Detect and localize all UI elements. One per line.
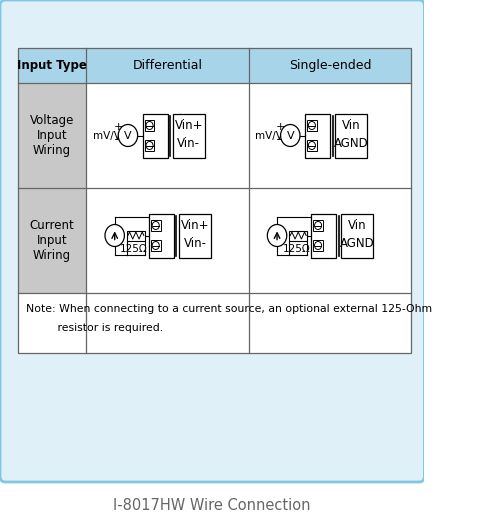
Text: 125Ω: 125Ω [282,243,310,254]
Bar [143,113,168,158]
Text: −: − [276,136,285,146]
Text: Vin+: Vin+ [174,119,203,132]
Bar [248,83,410,188]
Text: mV/V: mV/V [254,130,282,140]
Bar [18,188,86,293]
Circle shape [152,221,159,230]
Text: Vin: Vin [348,219,366,232]
Text: V: V [286,131,293,141]
Bar [311,213,336,257]
Bar [86,188,248,293]
Circle shape [118,125,137,147]
Circle shape [314,242,321,250]
Text: 125Ω: 125Ω [120,243,148,254]
Text: +: + [113,123,123,133]
Bar [144,140,154,151]
Text: Vin: Vin [341,119,360,132]
Bar [18,48,410,83]
Text: I-8017HW Wire Connection: I-8017HW Wire Connection [113,497,310,513]
Text: Vin-: Vin- [177,137,200,150]
Bar [306,140,316,151]
Circle shape [280,125,300,147]
Text: V: V [124,131,132,141]
Bar [179,213,210,257]
Circle shape [267,224,286,246]
Bar [151,240,160,251]
Bar [151,220,160,231]
Bar [289,231,306,241]
Bar [149,213,173,257]
Bar [312,220,322,231]
Circle shape [314,221,321,230]
Text: AGND: AGND [339,237,374,250]
Text: AGND: AGND [333,137,368,150]
Text: Input Type: Input Type [17,59,87,72]
Circle shape [146,122,153,129]
Text: resistor is required.: resistor is required. [26,323,163,333]
Bar [305,113,329,158]
Text: Vin-: Vin- [183,237,206,250]
Bar [18,293,410,353]
Text: Single-ended: Single-ended [288,59,371,72]
Text: Voltage
Input
Wiring: Voltage Input Wiring [30,114,74,157]
Bar [86,83,248,188]
Circle shape [146,141,153,149]
Text: −: − [113,136,123,146]
FancyBboxPatch shape [0,0,423,482]
Circle shape [308,141,315,149]
Text: Vin+: Vin+ [180,219,209,232]
Bar [248,188,410,293]
Bar [144,120,154,131]
Bar [335,113,366,158]
Bar [341,213,372,257]
Bar [18,48,410,353]
Bar [312,240,322,251]
Circle shape [308,122,315,129]
Circle shape [152,242,159,250]
Bar [173,113,204,158]
Circle shape [105,224,124,246]
Text: Current
Input
Wiring: Current Input Wiring [30,219,74,262]
Bar [127,231,144,241]
Bar [306,120,316,131]
Text: Differential: Differential [132,59,202,72]
Text: mV/V: mV/V [93,130,120,140]
Text: Note: When connecting to a current source, an optional external 125-Ohm: Note: When connecting to a current sourc… [26,304,432,314]
Bar [18,83,86,188]
Text: +: + [276,123,285,133]
